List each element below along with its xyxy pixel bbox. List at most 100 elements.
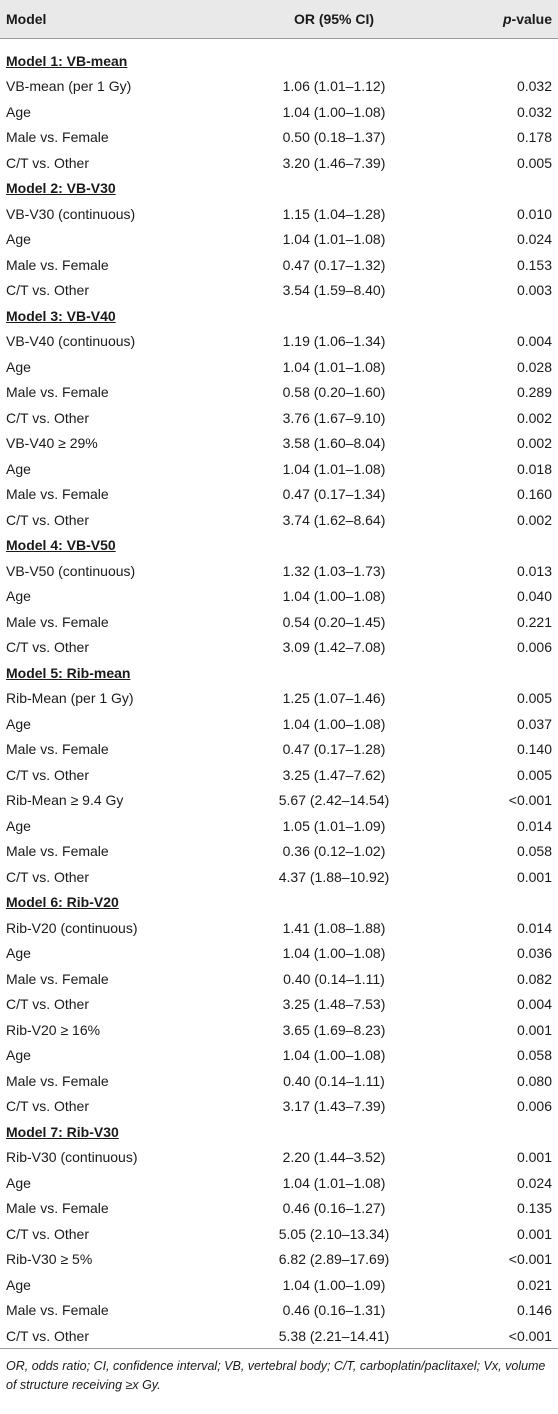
model-section-row: Model 7: Rib-V30: [0, 1119, 558, 1145]
row-variable: Age: [6, 817, 31, 834]
model-title: Model 3: VB-V40: [6, 307, 116, 324]
table-row: C/T vs. Other 3.54 (1.59–8.40) 0.003: [0, 278, 558, 304]
row-odds-ratio: 5.05 (2.10–13.34): [278, 1225, 390, 1242]
row-p-value: 0.010: [516, 205, 552, 222]
row-variable: Age: [6, 460, 31, 477]
row-variable: Age: [6, 1047, 31, 1064]
table-row: Rib-Mean (per 1 Gy) 1.25 (1.07–1.46) 0.005: [0, 686, 558, 712]
row-variable: Male vs. Female: [6, 384, 109, 401]
table-row: Age 1.04 (1.00–1.08) 0.040: [0, 584, 558, 610]
row-p-value: 0.289: [516, 384, 552, 401]
row-variable: Age: [6, 1174, 31, 1191]
model-title: Model 1: VB-mean: [6, 52, 128, 69]
row-odds-ratio: 1.04 (1.01–1.08): [282, 1174, 386, 1191]
row-odds-ratio: 1.15 (1.04–1.28): [282, 205, 386, 222]
row-variable: Rib-V30 (continuous): [6, 1149, 138, 1166]
row-variable: C/T vs. Other: [6, 154, 89, 171]
row-variable: C/T vs. Other: [6, 511, 89, 528]
model-section-row: Model 3: VB-V40: [0, 303, 558, 329]
table-row: VB-V30 (continuous) 1.15 (1.04–1.28) 0.010: [0, 201, 558, 227]
table-row: Rib-V20 ≥ 16% 3.65 (1.69–8.23) 0.001: [0, 1017, 558, 1043]
table-row: Age 1.04 (1.01–1.08) 0.028: [0, 354, 558, 380]
row-p-value: 0.001: [516, 868, 552, 885]
table-row: Age 1.04 (1.01–1.08) 0.024: [0, 1170, 558, 1196]
header-p-rest: -value: [511, 10, 552, 27]
table-row: Male vs. Female 0.46 (0.16–1.27) 0.135: [0, 1196, 558, 1222]
table-row: C/T vs. Other 5.05 (2.10–13.34) 0.001: [0, 1221, 558, 1247]
row-p-value: 0.037: [516, 715, 552, 732]
row-p-value: 0.140: [516, 741, 552, 758]
table-row: Age 1.04 (1.00–1.08) 0.037: [0, 711, 558, 737]
row-p-value: 0.014: [516, 817, 552, 834]
model-title: Model 6: Rib-V20: [6, 894, 119, 911]
table-row: VB-V40 ≥ 29% 3.58 (1.60–8.04) 0.002: [0, 431, 558, 457]
table-row: Age 1.04 (1.00–1.08) 0.032: [0, 99, 558, 125]
row-odds-ratio: 0.50 (0.18–1.37): [282, 129, 386, 146]
header-or: OR (95% CI): [224, 0, 444, 39]
row-p-value: 0.002: [516, 409, 552, 426]
row-p-value: <0.001: [444, 1323, 558, 1349]
table-row: Rib-V30 ≥ 5% 6.82 (2.89–17.69) <0.001: [0, 1247, 558, 1273]
table-row: Age 1.04 (1.01–1.08) 0.018: [0, 456, 558, 482]
row-variable: Male vs. Female: [6, 613, 109, 630]
row-p-value: 0.036: [516, 945, 552, 962]
row-variable: Male vs. Female: [6, 129, 109, 146]
row-odds-ratio: 1.04 (1.00–1.08): [282, 1047, 386, 1064]
row-odds-ratio: 0.47 (0.17–1.28): [282, 741, 386, 758]
row-odds-ratio: 0.46 (0.16–1.31): [282, 1302, 386, 1319]
row-odds-ratio: 1.19 (1.06–1.34): [282, 333, 386, 350]
row-p-value: 0.160: [516, 486, 552, 503]
row-p-value: 0.006: [516, 639, 552, 656]
model-section-row: Model 4: VB-V50: [0, 533, 558, 559]
row-odds-ratio: 1.04 (1.01–1.08): [282, 231, 386, 248]
row-variable: Age: [6, 231, 31, 248]
table-row: Age 1.04 (1.00–1.09) 0.021: [0, 1272, 558, 1298]
row-variable: Male vs. Female: [6, 741, 109, 758]
row-p-value: 0.006: [516, 1098, 552, 1115]
row-odds-ratio: 1.25 (1.07–1.46): [282, 690, 386, 707]
row-odds-ratio: 5.67 (2.42–14.54): [278, 792, 390, 809]
header-spacer: [0, 38, 558, 48]
row-odds-ratio: 1.41 (1.08–1.88): [282, 919, 386, 936]
row-odds-ratio: 6.82 (2.89–17.69): [278, 1251, 390, 1268]
row-odds-ratio: 3.65 (1.69–8.23): [282, 1021, 386, 1038]
row-p-value: 0.080: [516, 1072, 552, 1089]
table-row: Rib-V30 (continuous) 2.20 (1.44–3.52) 0.00…: [0, 1145, 558, 1171]
row-odds-ratio: 4.37 (1.88–10.92): [278, 868, 390, 885]
odds-ratio-table: Model OR (95% CI) p-value Model 1: VB-me…: [0, 0, 558, 1349]
row-p-value: 0.002: [516, 435, 552, 452]
row-p-value: <0.001: [508, 792, 552, 809]
row-odds-ratio: 3.25 (1.47–7.62): [282, 766, 386, 783]
model-title: Model 4: VB-V50: [6, 537, 116, 554]
row-variable: C/T vs. Other: [6, 1098, 89, 1115]
row-variable: VB-V40 ≥ 29%: [6, 435, 98, 452]
row-p-value: 0.058: [516, 843, 552, 860]
row-variable: Male vs. Female: [6, 843, 109, 860]
row-p-value: 0.018: [516, 460, 552, 477]
row-variable: Age: [6, 103, 31, 120]
row-variable: C/T vs. Other: [6, 639, 89, 656]
row-variable: C/T vs. Other: [0, 1323, 224, 1349]
row-variable: Rib-Mean ≥ 9.4 Gy: [6, 792, 124, 809]
table-row: Male vs. Female 0.54 (0.20–1.45) 0.221: [0, 609, 558, 635]
row-odds-ratio: 1.04 (1.00–1.09): [282, 1276, 386, 1293]
row-p-value: 0.014: [516, 919, 552, 936]
model-title: Model 5: Rib-mean: [6, 664, 131, 681]
row-variable: Rib-V20 (continuous): [6, 919, 138, 936]
row-p-value: 0.001: [516, 1225, 552, 1242]
table-row: C/T vs. Other 5.38 (2.21–14.41) <0.001: [0, 1323, 558, 1349]
row-odds-ratio: 1.05 (1.01–1.09): [282, 817, 386, 834]
row-p-value: 0.002: [516, 511, 552, 528]
table-row: C/T vs. Other 3.20 (1.46–7.39) 0.005: [0, 150, 558, 176]
table-row: Rib-Mean ≥ 9.4 Gy 5.67 (2.42–14.54) <0.001: [0, 788, 558, 814]
table-row: VB-mean (per 1 Gy) 1.06 (1.01–1.12) 0.032: [0, 74, 558, 100]
row-variable: Male vs. Female: [6, 486, 109, 503]
table-row: Rib-V20 (continuous) 1.41 (1.08–1.88) 0.01…: [0, 915, 558, 941]
row-p-value: 0.003: [516, 282, 552, 299]
row-odds-ratio: 3.54 (1.59–8.40): [282, 282, 386, 299]
row-p-value: 0.004: [516, 996, 552, 1013]
row-odds-ratio: 3.20 (1.46–7.39): [282, 154, 386, 171]
model-section-row: Model 2: VB-V30: [0, 176, 558, 202]
row-odds-ratio: 1.04 (1.01–1.08): [282, 460, 386, 477]
row-odds-ratio: 1.04 (1.00–1.08): [282, 103, 386, 120]
